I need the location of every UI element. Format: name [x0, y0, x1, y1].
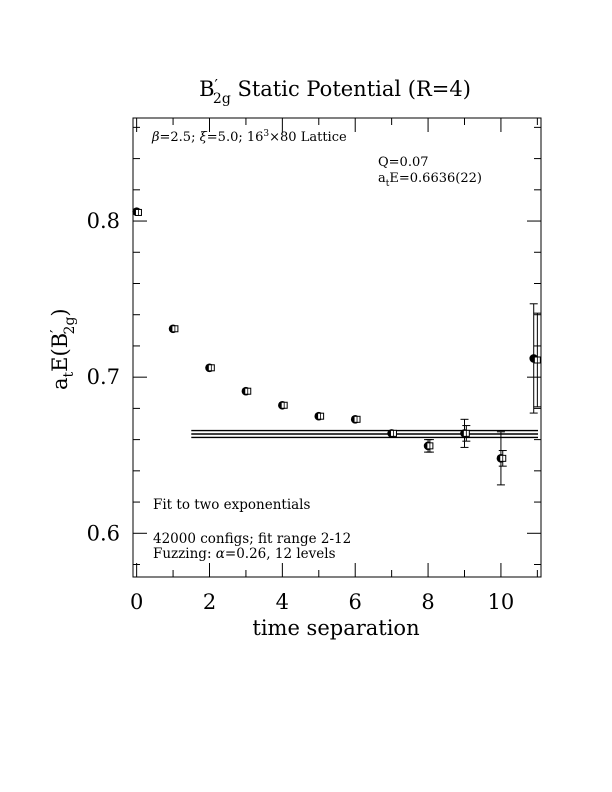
lattice-text-2: =5.0; 16 — [207, 130, 264, 145]
lattice-text-1: =2.5; — [160, 130, 200, 145]
y-axis-label: atE(B′2g) — [47, 308, 78, 390]
x-tick-label: 2 — [203, 590, 216, 614]
fuzzing-annotation: Fuzzing: α=0.26, 12 levels — [153, 546, 336, 562]
fit-band — [191, 429, 538, 439]
plot-frame — [132, 117, 542, 578]
energy-annotation: atE=0.6636(22) — [378, 171, 482, 189]
energy-t-subscript: t — [386, 179, 390, 189]
chart-title: B′ 2g Static Potential (R=4) — [199, 76, 471, 107]
title-prime: ′ — [215, 76, 219, 94]
x-axis-ticks: 0 2 4 6 8 10 — [130, 118, 538, 614]
energy-a: a — [378, 171, 386, 186]
series-open-squares — [134, 208, 542, 467]
xi-symbol: ξ — [200, 130, 208, 145]
x-tick-label: 10 — [488, 590, 515, 614]
title-subscript: 2g — [213, 91, 231, 107]
data-series — [132, 207, 542, 486]
ylabel-a: a — [48, 377, 72, 390]
configs-annotation: 42000 configs; fit range 2-12 — [153, 531, 351, 547]
lattice-text-3: ×80 Lattice — [269, 130, 347, 145]
title-rest: Static Potential (R=4) — [231, 77, 471, 101]
beta-symbol: β — [151, 130, 160, 145]
energy-value: E=0.6636(22) — [389, 171, 482, 186]
x-tick-label: 6 — [349, 590, 362, 614]
y-tick-label: 0.7 — [87, 365, 120, 389]
fit-annotation: Fit to two exponentials — [153, 497, 311, 513]
y-axis-ticks: 0.6 0.7 0.8 — [87, 126, 541, 566]
series-filled-circles — [132, 207, 539, 486]
svg-text:atE(B′2g): atE(B′2g) — [47, 308, 78, 390]
x-tick-label: 4 — [276, 590, 289, 614]
ylabel-e: E(B — [48, 333, 72, 372]
title-main: B — [199, 77, 214, 101]
q-annotation: Q=0.07 — [378, 155, 429, 170]
y-tick-label: 0.8 — [87, 209, 120, 233]
fuzzing-pre: Fuzzing: — [153, 546, 216, 562]
ylabel-t-subscript: t — [61, 371, 77, 377]
x-tick-label: 0 — [130, 590, 143, 614]
ylabel-subscript: 2g — [62, 317, 78, 335]
lattice-annotation: β=2.5; ξ=5.0; 163×80 Lattice — [151, 129, 347, 145]
y-tick-label: 0.6 — [87, 521, 120, 545]
ylabel-close: ) — [48, 308, 72, 316]
x-tick-label: 8 — [421, 590, 434, 614]
lattice-superscript: 3 — [263, 129, 269, 139]
ylabel-prime: ′ — [47, 329, 65, 333]
alpha-symbol: α — [216, 546, 225, 562]
fuzzing-post: =0.26, 12 levels — [225, 546, 336, 562]
x-axis-label: time separation — [252, 616, 419, 640]
